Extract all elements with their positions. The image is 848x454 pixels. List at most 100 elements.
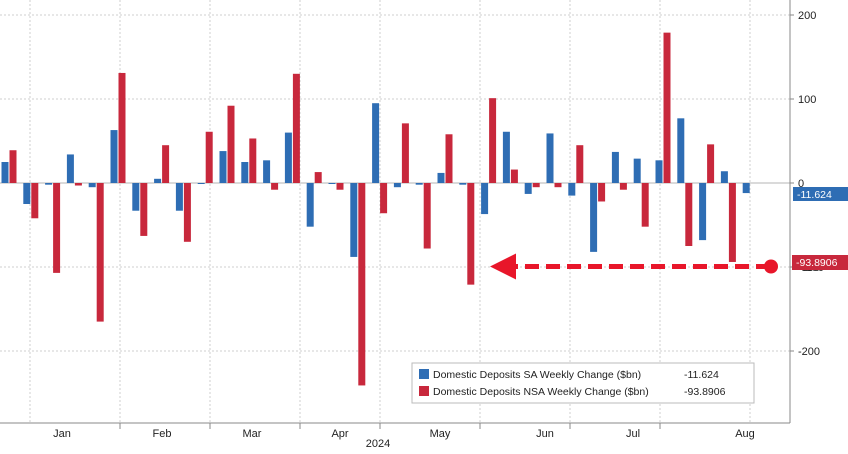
bar-nsa: [685, 183, 693, 246]
bar-nsa: [205, 131, 213, 183]
bar-sa: [590, 183, 598, 252]
xtick-label: Apr: [331, 428, 348, 440]
bar-sa: [372, 103, 380, 183]
nsa-value-tag: [792, 255, 848, 270]
bar-sa: [23, 183, 31, 204]
legend-value-sa: -11.624: [684, 369, 719, 381]
bar-sa: [742, 183, 750, 194]
bar-sa: [328, 183, 336, 184]
bar-nsa: [663, 32, 671, 183]
bar-sa: [175, 183, 183, 211]
bar-nsa: [401, 123, 409, 183]
bar-sa: [219, 151, 227, 183]
legend-swatch-nsa: [419, 386, 429, 396]
value-tags: -11.624 -100 -93.8906: [792, 187, 848, 274]
bar-nsa: [445, 134, 453, 183]
bar-nsa: [227, 105, 235, 183]
bar-nsa: [467, 183, 475, 285]
bar-nsa: [31, 183, 39, 219]
legend-value-nsa: -93.8906: [684, 386, 726, 398]
bar-sa: [568, 183, 576, 196]
xtick-label: Jun: [536, 428, 554, 440]
bar-nsa: [532, 183, 540, 188]
bar-sa: [1, 162, 9, 183]
ytick-label: -200: [798, 346, 820, 358]
bar-nsa: [292, 73, 300, 183]
ytick-label: 200: [798, 10, 816, 22]
bar-nsa: [249, 138, 257, 183]
bar-sa: [393, 183, 401, 188]
bar-sa: [524, 183, 532, 194]
legend-label-sa: Domestic Deposits SA Weekly Change ($bn): [433, 369, 641, 381]
nsa-value-tag-text: -93.8906: [796, 257, 838, 269]
bar-nsa: [707, 144, 715, 183]
bar-sa: [655, 160, 663, 183]
bar-sa: [66, 154, 74, 183]
bar-sa: [284, 132, 292, 183]
xtick-label: Jan: [53, 428, 71, 440]
bars: [1, 32, 750, 386]
arrow-head: [490, 253, 516, 280]
bar-nsa: [271, 183, 279, 190]
bar-nsa: [183, 183, 191, 242]
legend-swatch-sa: [419, 369, 429, 379]
bar-nsa: [336, 183, 344, 190]
bar-sa: [88, 183, 96, 188]
xtick-label: May: [430, 428, 451, 440]
bar-sa: [45, 183, 53, 185]
year-label: 2024: [366, 438, 390, 450]
x-axis: 2024 Jan Feb Mar Apr May Jun Jul Aug: [53, 423, 755, 450]
bar-sa: [546, 133, 554, 183]
bar-sa: [132, 183, 140, 211]
bar-nsa: [598, 183, 606, 202]
sa-value-tag: [793, 187, 848, 201]
bar-sa: [677, 118, 685, 183]
bar-sa: [699, 183, 707, 241]
bar-sa: [502, 131, 510, 183]
legend-box: [411, 362, 755, 404]
ytick-label: 100: [798, 94, 816, 106]
bar-sa: [720, 171, 728, 183]
bar-sa: [241, 162, 249, 183]
bar-nsa: [53, 183, 61, 273]
legend: Domestic Deposits SA Weekly Change ($bn)…: [411, 362, 755, 404]
bar-sa: [481, 183, 489, 215]
bar-sa: [263, 160, 271, 183]
bar-sa: [459, 183, 467, 185]
bar-sa: [154, 178, 162, 183]
sa-value-tag-text: -11.624: [797, 189, 832, 201]
bar-nsa: [358, 183, 366, 386]
xtick-label: Mar: [243, 428, 262, 440]
bar-nsa: [74, 183, 82, 186]
bar-nsa: [489, 98, 497, 183]
bar-sa: [350, 183, 358, 257]
bar-nsa: [96, 183, 104, 322]
bar-nsa: [9, 150, 17, 183]
bar-sa: [306, 183, 314, 227]
xtick-label: Feb: [153, 428, 172, 440]
bar-sa: [437, 172, 445, 183]
gridlines: [0, 0, 790, 423]
bar-nsa: [423, 183, 431, 249]
ytick-label: 0: [798, 178, 804, 190]
bar-sa: [197, 183, 205, 184]
bar-nsa: [140, 183, 148, 236]
bar-nsa: [619, 183, 627, 190]
annotation-arrow: [490, 253, 778, 280]
bar-nsa: [510, 169, 518, 183]
bar-nsa: [728, 183, 736, 262]
legend-label-nsa: Domestic Deposits NSA Weekly Change ($bn…: [433, 386, 649, 398]
bar-nsa: [554, 183, 562, 188]
arrow-origin-dot: [764, 259, 778, 274]
xtick-label: Aug: [735, 428, 755, 440]
bar-nsa: [162, 145, 170, 183]
bar-sa: [633, 158, 641, 183]
bar-nsa: [118, 72, 126, 183]
bar-sa: [110, 130, 118, 183]
xtick-label: Jul: [626, 428, 640, 440]
bar-nsa: [380, 183, 388, 214]
bar-sa: [415, 183, 423, 185]
